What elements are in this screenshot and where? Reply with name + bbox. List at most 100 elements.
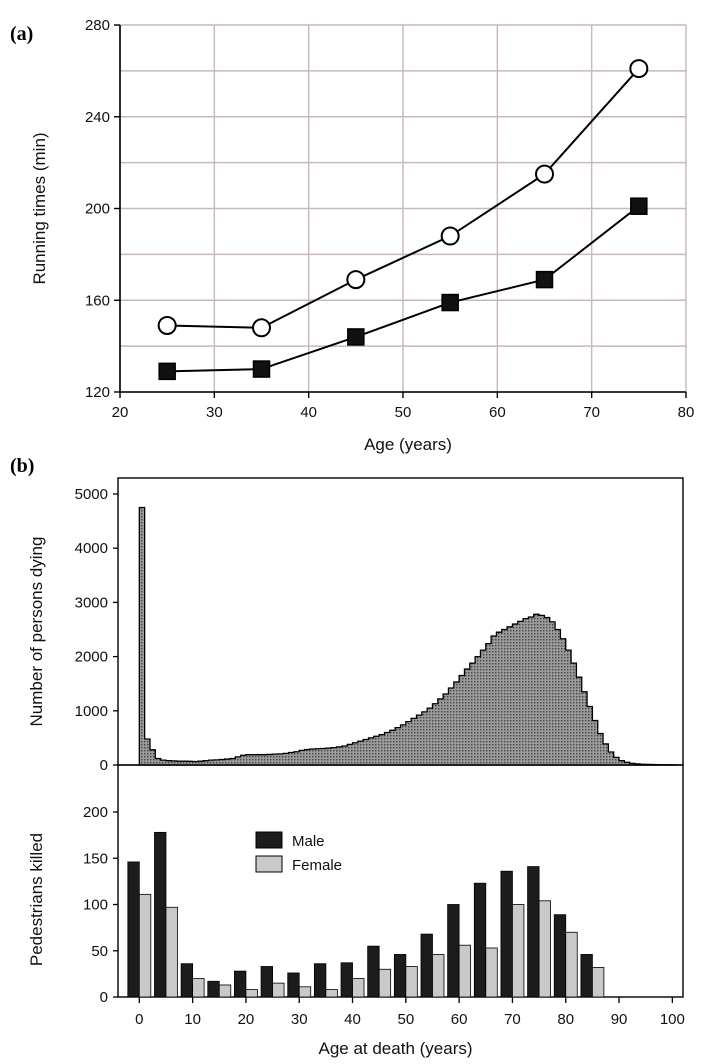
bar-female	[325, 989, 338, 998]
x-tick-label: 80	[678, 404, 695, 421]
x-axis-label: Age at death (years)	[318, 1039, 472, 1058]
bar-male	[287, 972, 300, 998]
bar-male	[234, 970, 247, 998]
legend-swatch-male	[255, 831, 283, 849]
bar-male	[527, 866, 540, 998]
x-tick-label: 60	[489, 404, 506, 421]
series-line-0	[167, 67, 640, 329]
bar-male	[500, 870, 513, 998]
bar-male	[313, 963, 327, 998]
bar-female	[405, 966, 418, 998]
bar-female	[138, 893, 152, 998]
y-tick-label: 200	[83, 804, 108, 821]
filled-square-point	[535, 270, 554, 289]
y-tick-label: 150	[83, 850, 108, 867]
open-circle-point	[157, 315, 177, 335]
y-tick-label: 3000	[75, 594, 108, 611]
filled-square-point	[158, 362, 176, 381]
bar-female	[512, 904, 525, 998]
bar-male	[473, 882, 487, 998]
x-tick-label: 100	[660, 1011, 685, 1028]
y-tick-label: 50	[91, 943, 108, 960]
x-tick-label: 10	[184, 1011, 201, 1028]
bar-female	[245, 989, 258, 998]
bar-female	[565, 931, 578, 998]
chart-b-pedestrians-killed: 0 50 100 150 200 0 10 20 30 40 50 60 70 80 90 100 Age at…	[27, 764, 685, 1058]
legend-swatch-female	[255, 855, 283, 873]
y-tick-label: 2000	[75, 649, 108, 666]
x-axis-label: Age (years)	[364, 435, 452, 454]
chart-a-running-times: 120 160 200 240 280 20 30 40 50 60 70 80 Age (years)…	[30, 17, 694, 454]
y-tick-label: 0	[100, 989, 108, 1006]
bar-male	[420, 933, 433, 998]
bar-male	[207, 980, 220, 998]
x-tick-label: 70	[583, 404, 600, 421]
bar-male	[367, 945, 380, 998]
y-tick-label: 160	[85, 292, 110, 309]
x-tick-label: 30	[206, 404, 223, 421]
open-circle-point	[629, 59, 649, 79]
bar-male	[580, 954, 593, 998]
x-tick-label: 90	[611, 1011, 628, 1028]
bar-male	[127, 861, 140, 998]
bar-female	[485, 947, 498, 998]
bar-male	[154, 831, 167, 998]
x-tick-label: 80	[557, 1011, 574, 1028]
x-tick-label: 20	[238, 1011, 255, 1028]
y-tick-label: 1000	[75, 703, 108, 720]
y-axis-label: Running times (min)	[30, 132, 49, 284]
filled-square-point	[252, 360, 271, 378]
x-tick-label: 70	[504, 1011, 521, 1028]
y-tick-label: 5000	[75, 486, 108, 503]
open-circle-point	[346, 270, 366, 290]
y-tick-label: 280	[85, 17, 110, 34]
deaths-distribution-area	[138, 506, 679, 766]
bar-female	[432, 954, 445, 998]
bar-male	[553, 914, 567, 998]
bar-male	[447, 904, 460, 998]
bar-female	[458, 944, 472, 998]
x-tick-label: 60	[451, 1011, 468, 1028]
x-tick-label: 50	[397, 1011, 414, 1028]
bar-female	[165, 906, 178, 998]
open-circle-point	[535, 164, 554, 184]
bar-female	[352, 978, 365, 998]
series-line-1	[167, 205, 640, 373]
filled-square-point	[441, 293, 459, 312]
open-circle-point	[252, 318, 271, 338]
bar-male	[393, 954, 407, 998]
panel-b-label: (b)	[10, 455, 34, 477]
x-tick-label: 40	[344, 1011, 361, 1028]
y-tick-label: 100	[83, 897, 108, 914]
legend-label-female: Female	[292, 857, 342, 874]
bar-female	[538, 900, 551, 998]
x-tick-label: 20	[112, 404, 129, 421]
x-tick-label: 50	[395, 404, 412, 421]
y-tick-label: 120	[85, 384, 110, 401]
panel-a-label: (a)	[10, 23, 33, 45]
y-axis-label: Pedestrians killed	[27, 833, 46, 966]
filled-square-point	[630, 197, 648, 215]
x-tick-label: 0	[135, 1011, 143, 1028]
bar-female	[218, 984, 232, 998]
x-tick-label: 30	[291, 1011, 308, 1028]
y-tick-label: 240	[85, 109, 110, 126]
y-tick-label: 0	[100, 757, 108, 774]
bar-male	[340, 962, 353, 998]
y-tick-label: 4000	[75, 540, 108, 557]
y-axis-label: Number of persons dying	[27, 537, 46, 727]
chart-b-persons-dying: 0 1000 2000 3000 4000 5000 Number of persons d…	[27, 477, 684, 774]
x-tick-label: 40	[300, 404, 317, 421]
bar-female	[272, 982, 285, 998]
bar-male	[260, 966, 273, 998]
y-tick-label: 200	[85, 201, 110, 218]
bar-female	[298, 986, 312, 998]
bar-female	[378, 968, 392, 998]
bar-female	[192, 978, 205, 998]
legend-label-male: Male	[292, 833, 325, 850]
bar-female	[591, 967, 605, 998]
bar-male	[180, 963, 194, 998]
filled-square-point	[347, 328, 365, 346]
open-circle-point	[440, 226, 460, 246]
